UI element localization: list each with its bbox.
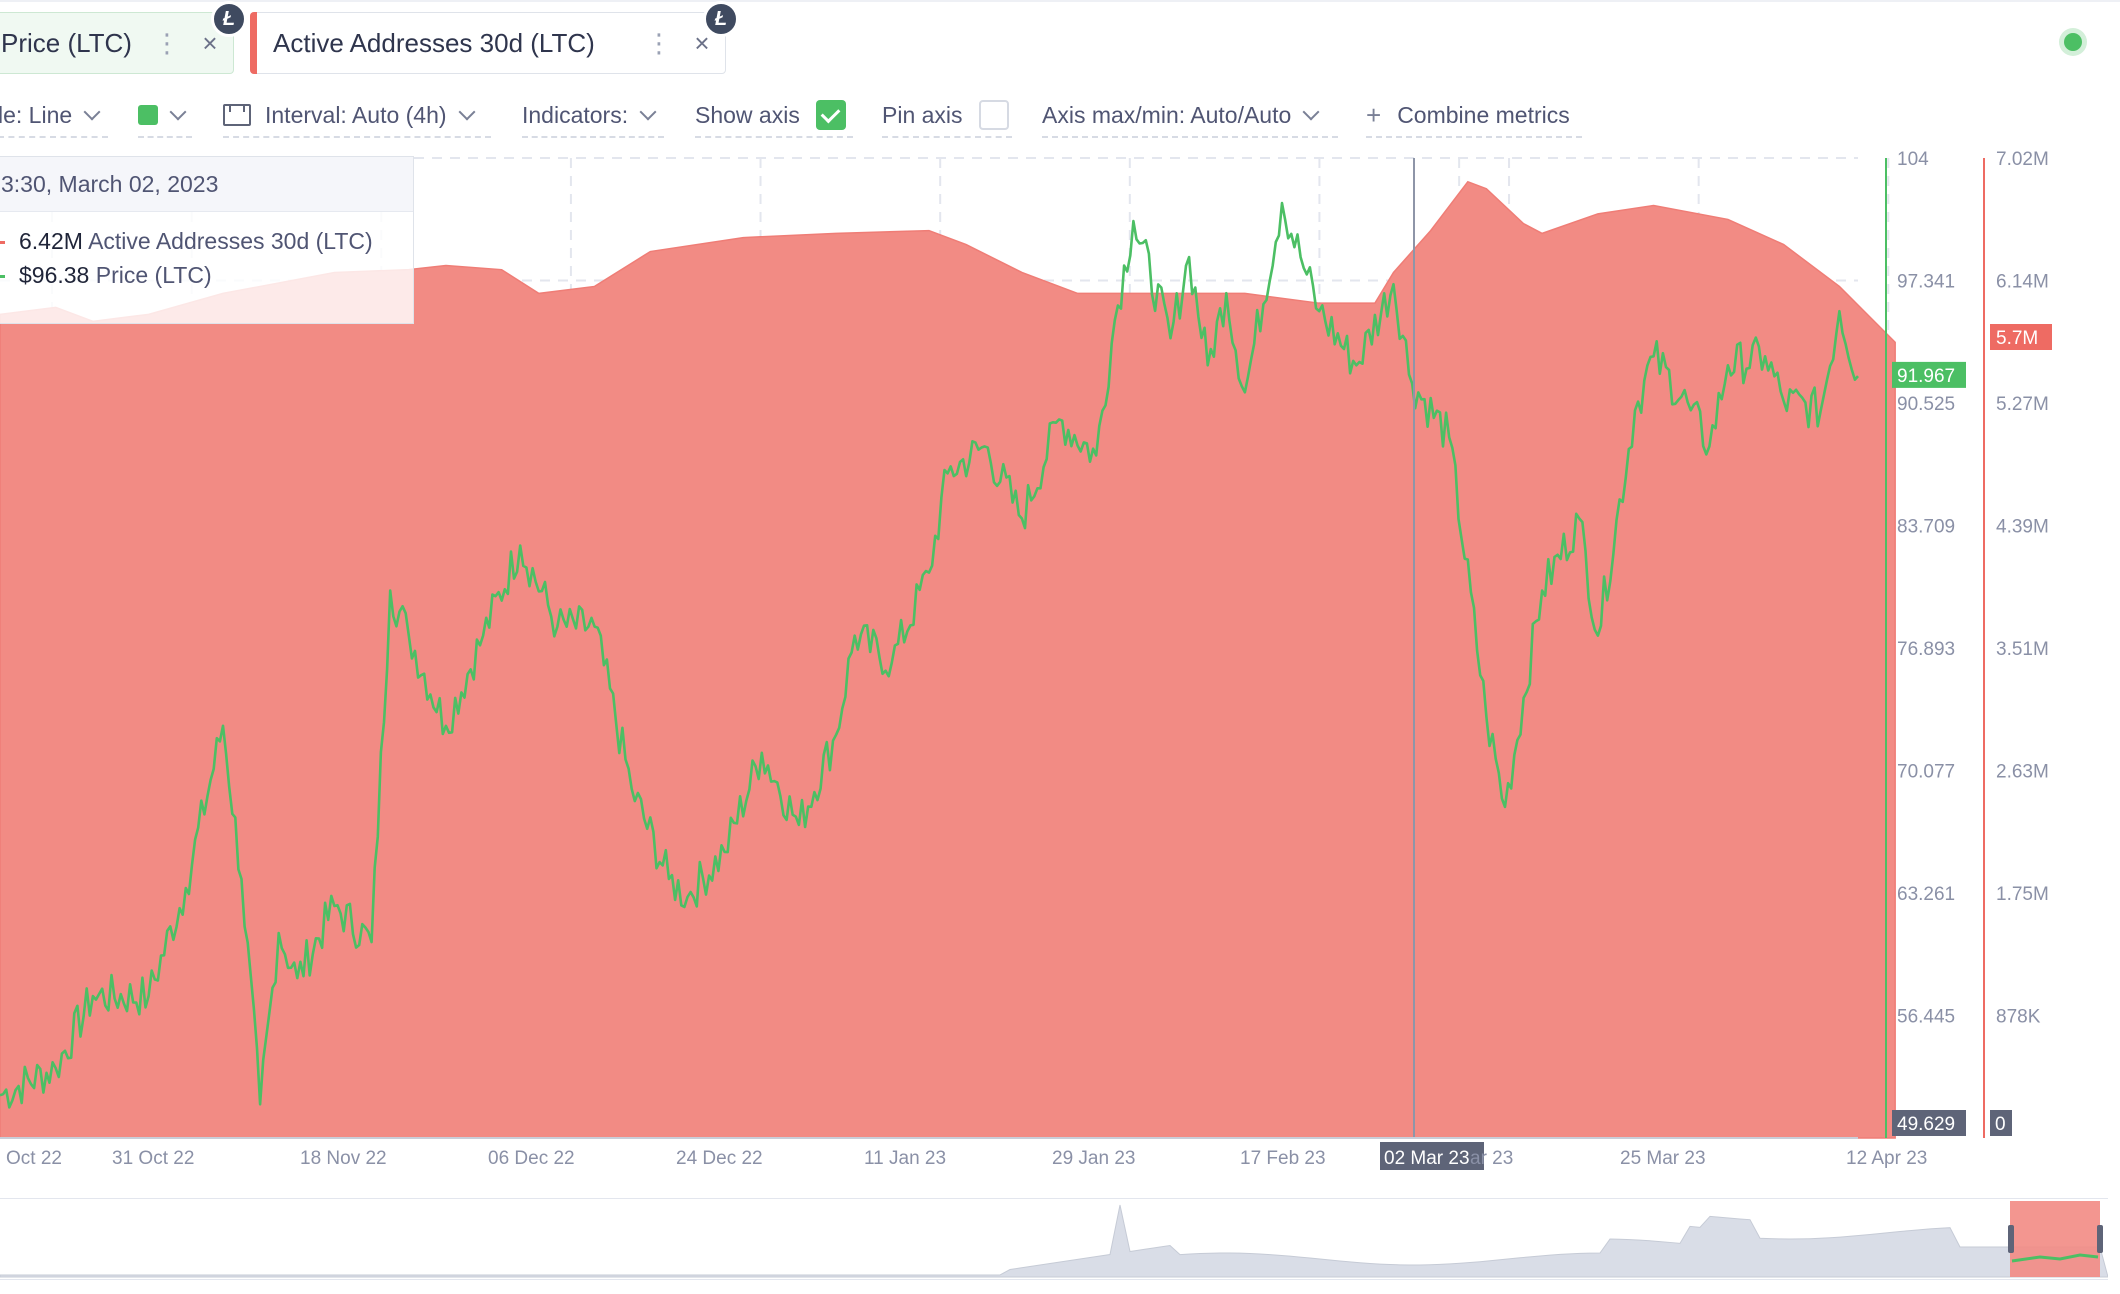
date-tick-label: ar 23 bbox=[1470, 1148, 1513, 1169]
style-dropdown-label: le: Line bbox=[0, 101, 73, 128]
color-swatch bbox=[138, 105, 158, 125]
series-color-marker bbox=[250, 12, 257, 74]
date-tick-label: Oct 22 bbox=[6, 1148, 62, 1169]
style-dropdown[interactable]: le: Line bbox=[0, 94, 108, 138]
price-axis-tick-label: 56.445 bbox=[1897, 1007, 1955, 1028]
tooltip-value: $96.38 bbox=[19, 262, 90, 288]
interval-dropdown[interactable]: Interval: Auto (4h) bbox=[223, 94, 491, 138]
close-icon[interactable]: × bbox=[202, 27, 218, 58]
show-axis-label: Show axis bbox=[695, 101, 800, 128]
addresses-axis-tick-label: 3.51M bbox=[1996, 639, 2049, 660]
range-navigator[interactable] bbox=[0, 1198, 2108, 1280]
combine-metrics-label: Combine metrics bbox=[1397, 101, 1570, 128]
addresses-axis-min-label: 0 bbox=[1995, 1114, 2006, 1135]
kebab-menu-icon[interactable]: ⋮ bbox=[154, 27, 180, 58]
show-axis-toggle[interactable]: Show axis bbox=[695, 94, 853, 138]
price-axis-tick-label: 83.709 bbox=[1897, 517, 1955, 538]
pin-axis-checkbox[interactable] bbox=[978, 100, 1009, 130]
plus-icon: + bbox=[1366, 99, 1382, 130]
tooltip-value: 6.42M bbox=[19, 228, 83, 254]
price-current-badge bbox=[1892, 361, 1966, 388]
color-picker[interactable] bbox=[138, 94, 192, 138]
date-axis: Oct 22 31 Oct 22 18 Nov 22 06 Dec 22 24 Dec … bbox=[6, 1142, 1927, 1170]
active-addresses-area-series bbox=[0, 180, 1896, 1139]
date-highlight-badge bbox=[1380, 1142, 1484, 1170]
top-border bbox=[0, 0, 2120, 2]
addresses-axis-tick-label: 7.02M bbox=[1996, 149, 2049, 170]
active-addresses-area bbox=[0, 180, 1896, 1139]
tooltip-series-name: Active Addresses 30d (LTC) bbox=[88, 228, 373, 254]
price-line bbox=[0, 201, 1859, 1109]
price-axis-tick-label: 76.893 bbox=[1897, 639, 1955, 660]
tooltip-time: 3:30, March 02, 2023 bbox=[0, 157, 413, 212]
addresses-axis-tick-label: 5.27M bbox=[1996, 394, 2049, 415]
axis-minmax-dropdown[interactable]: Axis max/min: Auto/Auto bbox=[1042, 94, 1338, 138]
addresses-axis-tick-label: 6.14M bbox=[1996, 272, 2049, 293]
kebab-menu-icon[interactable]: ⋮ bbox=[646, 27, 672, 58]
navigator-selection-window bbox=[2010, 1201, 2100, 1277]
price-axis-tick-label: 70.077 bbox=[1897, 762, 1955, 783]
addresses-axis-tick-label: 4.39M bbox=[1996, 517, 2049, 538]
addresses-axis-tick-label: 1.75M bbox=[1996, 884, 2049, 905]
price-axis-tick-label: 97.341 bbox=[1897, 272, 1955, 293]
tooltip-row-price: $96.38 Price (LTC) bbox=[0, 258, 413, 292]
tooltip-series-name: Price (LTC) bbox=[95, 262, 212, 288]
litecoin-icon: Ł bbox=[211, 1, 247, 37]
price-line-series bbox=[0, 201, 1859, 1109]
tooltip-series-marker bbox=[0, 241, 5, 245]
tooltip-row-addresses: 6.42M Active Addresses 30d (LTC) bbox=[0, 224, 413, 258]
chart-axes bbox=[0, 158, 1985, 1139]
tooltip-series-marker bbox=[0, 275, 5, 279]
addresses-axis-min-badge bbox=[1990, 1110, 2012, 1136]
date-tick-label: 18 Nov 22 bbox=[300, 1148, 387, 1169]
addresses-current-badge bbox=[1990, 324, 2052, 350]
metric-tab-price[interactable]: Price (LTC) ⋮ × Ł bbox=[0, 1, 247, 74]
navigator-right-handle bbox=[2097, 1225, 2103, 1253]
status-indicator-icon bbox=[2064, 33, 2082, 51]
date-highlight-label: 02 Mar 23 bbox=[1384, 1148, 1470, 1169]
addresses-axis-tick-label: 2.63M bbox=[1996, 762, 2049, 783]
date-tick-label: 11 Jan 23 bbox=[864, 1148, 946, 1169]
litecoin-icon: Ł bbox=[703, 1, 739, 37]
navigator-overview-area bbox=[0, 1204, 2108, 1278]
combine-metrics-button[interactable]: + Combine metrics bbox=[1366, 94, 1582, 138]
date-tick-label: 31 Oct 22 bbox=[112, 1148, 194, 1169]
value-axes: 104 97.341 90.525 83.709 76.893 70.077 63.261 5… bbox=[1892, 149, 2052, 1136]
pin-axis-toggle[interactable]: Pin axis bbox=[882, 94, 1012, 138]
price-axis-tick-label: 63.261 bbox=[1897, 884, 1955, 905]
date-tick-label: 29 Jan 23 bbox=[1052, 1148, 1135, 1169]
price-axis-tick-label: 104 bbox=[1897, 149, 1929, 170]
close-icon[interactable]: × bbox=[694, 27, 710, 58]
navigator-left-handle bbox=[2008, 1225, 2014, 1253]
addresses-current-label: 5.7M bbox=[1996, 328, 2038, 349]
metric-tab-active-addresses[interactable]: Active Addresses 30d (LTC) ⋮ × Ł bbox=[250, 1, 739, 74]
price-axis-min-label: 49.629 bbox=[1897, 1114, 1955, 1135]
date-tick-label: 24 Dec 22 bbox=[676, 1148, 763, 1169]
metric-tab-active-addresses-label: Active Addresses 30d (LTC) bbox=[273, 27, 595, 58]
indicators-dropdown[interactable]: Indicators: bbox=[522, 94, 664, 138]
indicators-dropdown-label: Indicators: bbox=[522, 101, 629, 128]
pin-axis-label: Pin axis bbox=[882, 101, 963, 128]
date-tick-label: 17 Feb 23 bbox=[1240, 1148, 1326, 1169]
axis-minmax-label: Axis max/min: Auto/Auto bbox=[1042, 101, 1292, 128]
chart-tooltip: 3:30, March 02, 2023 6.42M Active Addres… bbox=[0, 156, 414, 324]
navigator-price-line bbox=[2011, 1253, 2099, 1263]
interval-dropdown-label: Interval: Auto (4h) bbox=[265, 101, 447, 128]
metric-tab-price-label: Price (LTC) bbox=[1, 27, 132, 58]
price-current-label: 91.967 bbox=[1897, 366, 1955, 387]
date-tick-label: 12 Apr 23 bbox=[1846, 1148, 1927, 1169]
addresses-axis-tick-label: 878K bbox=[1996, 1007, 2041, 1028]
interval-icon bbox=[223, 104, 251, 126]
price-axis-tick-label: 90.525 bbox=[1897, 394, 1955, 415]
price-axis-min-badge bbox=[1892, 1110, 1966, 1136]
date-tick-label: 25 Mar 23 bbox=[1620, 1148, 1706, 1169]
show-axis-checkbox[interactable] bbox=[815, 100, 846, 130]
date-tick-label: 06 Dec 22 bbox=[488, 1148, 575, 1169]
